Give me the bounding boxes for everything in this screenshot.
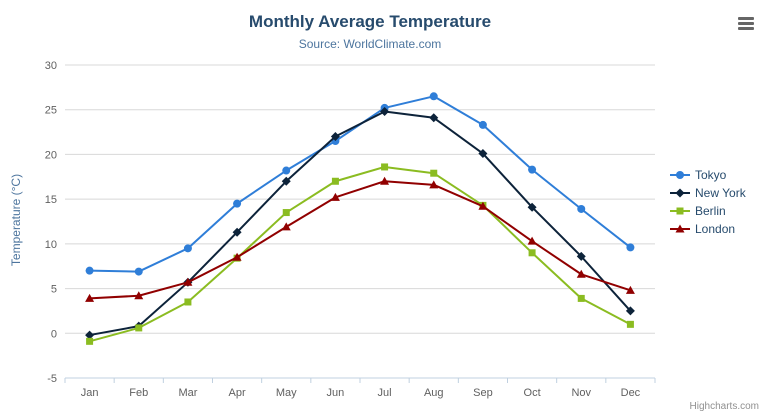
series-marker-london [429,180,439,189]
x-axis-tick-label: May [276,387,297,399]
series-marker-tokyo [233,199,242,208]
legend-item-berlin[interactable]: Berlin [670,204,746,218]
highcharts-credit[interactable]: Highcharts.com [689,401,759,412]
x-axis-tick-label: Dec [621,387,641,399]
x-axis-tick-label: Apr [229,387,246,399]
series-marker-tokyo [577,204,586,213]
legend-marker-tokyo [670,171,690,179]
hamburger-icon [738,21,754,25]
x-axis-tick-label: Jun [327,387,345,399]
y-axis-tick-label: 10 [45,239,57,251]
series-marker-tokyo [429,92,438,101]
y-axis-tick-label: 30 [45,60,57,72]
y-axis-tick-label: 5 [51,284,57,296]
y-axis-title: Temperature (°C) [9,173,23,267]
series-marker-tokyo [528,165,537,174]
series-marker-london [330,192,340,201]
x-axis-tick-label: Feb [129,387,148,399]
legend-item-tokyo[interactable]: Tokyo [670,168,746,182]
legend-symbol-new-york [675,188,685,198]
chart-subtitle: Source: WorldClimate.com [298,37,442,51]
y-axis-tick-label: 20 [45,149,57,161]
series-marker-berlin [282,209,290,217]
legend-symbol-london [675,224,685,233]
series-marker-tokyo [183,244,192,253]
series-marker-new-york [625,306,635,316]
series-marker-berlin [135,324,143,332]
legend-marker-london [670,224,690,233]
series-marker-tokyo [134,267,143,276]
series-marker-berlin [331,177,339,185]
series-marker-london [232,252,242,261]
export-menu-button[interactable] [735,14,757,32]
series-marker-berlin [430,169,438,177]
series-marker-london [281,222,291,231]
series-line-london[interactable] [88,180,632,300]
series-marker-new-york [380,107,390,117]
series-line-tokyo[interactable] [88,95,632,273]
series-marker-london [478,201,488,210]
legend-label: New York [695,186,746,200]
chart-title: Monthly Average Temperature [248,12,492,31]
legend-marker-new-york [670,188,690,198]
x-axis-tick-label: Aug [424,387,444,399]
x-axis-tick-label: Mar [178,387,197,399]
y-axis-tick-label: -5 [47,373,57,385]
series-marker-berlin [626,320,634,328]
legend-symbol-tokyo [676,171,684,179]
y-axis-tick-label: 15 [45,194,57,206]
series-marker-tokyo [282,166,291,175]
series-marker-tokyo [626,243,635,252]
series-marker-new-york [281,176,291,186]
series-marker-tokyo [478,120,487,129]
legend-marker-berlin [670,207,690,215]
series-marker-new-york [330,132,340,142]
y-axis-tick-label: 0 [51,328,57,340]
series-marker-new-york [232,227,242,237]
series-marker-london [380,176,390,185]
series-marker-berlin [184,298,192,306]
x-axis-tick-label: Sep [473,387,493,399]
legend-label: Berlin [695,204,726,218]
series-marker-london [527,236,537,245]
series-marker-new-york [85,330,95,340]
series-marker-berlin [577,294,585,302]
legend: Tokyo New York Berlin London [670,168,746,236]
legend-label: Tokyo [695,168,727,182]
series-marker-berlin [381,163,389,171]
series-line-new-york[interactable] [88,110,632,337]
hamburger-icon [738,16,754,20]
legend-item-london[interactable]: London [670,222,746,236]
series-marker-new-york [478,149,488,159]
hamburger-icon [738,26,754,30]
legend-item-new-york[interactable]: New York [670,186,746,200]
x-axis-tick-label: Oct [524,387,541,399]
series-marker-london [183,277,193,286]
series-marker-berlin [528,249,536,257]
series-marker-new-york [576,251,586,261]
series-marker-new-york [527,202,537,212]
series-marker-berlin [86,337,94,345]
series-line-berlin[interactable] [88,165,632,343]
x-axis-tick-label: Nov [571,387,591,399]
legend-symbol-berlin [676,207,684,215]
y-axis-tick-label: 25 [45,105,57,117]
series-marker-tokyo [85,266,94,275]
x-axis-tick-label: Jan [81,387,99,399]
series-marker-london [625,285,635,294]
legend-label: London [695,222,736,236]
x-axis-tick-label: Jul [378,387,392,399]
series-marker-new-york [429,113,439,123]
series-marker-london [576,269,586,278]
series-marker-london [85,293,95,302]
series-marker-london [134,291,144,300]
